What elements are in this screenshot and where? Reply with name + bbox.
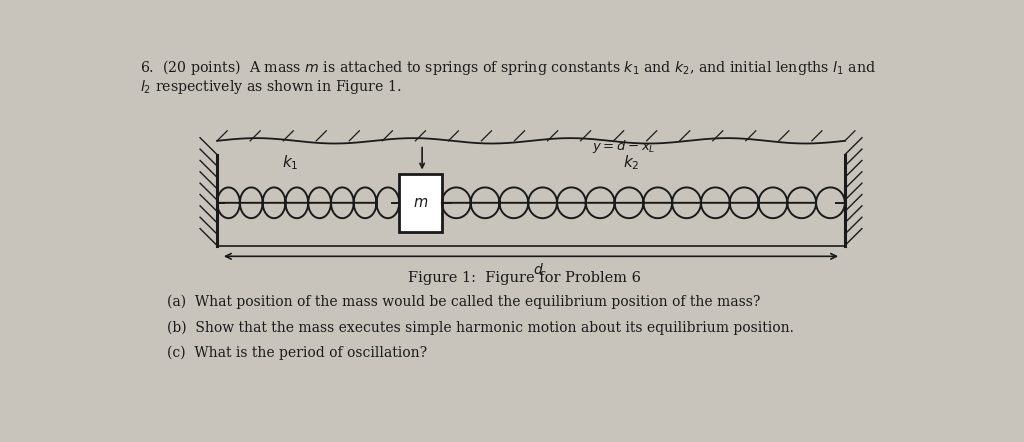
- Text: $y = d - x_L$: $y = d - x_L$: [592, 138, 655, 156]
- Bar: [399, 174, 442, 232]
- Text: $m$: $m$: [413, 196, 428, 210]
- Text: Figure 1:  Figure for Problem 6: Figure 1: Figure for Problem 6: [409, 271, 641, 285]
- Text: $l_2$ respectively as shown in Figure 1.: $l_2$ respectively as shown in Figure 1.: [139, 78, 401, 95]
- Text: (a)  What position of the mass would be called the equilibrium position of the m: (a) What position of the mass would be c…: [167, 295, 760, 309]
- Text: 6.  (20 points)  A mass $m$ is attached to springs of spring constants $k_1$ and: 6. (20 points) A mass $m$ is attached to…: [139, 58, 876, 77]
- Text: (c)  What is the period of oscillation?: (c) What is the period of oscillation?: [167, 346, 427, 360]
- Text: $k_2$: $k_2$: [624, 153, 640, 172]
- Text: (b)  Show that the mass executes simple harmonic motion about its equilibrium po: (b) Show that the mass executes simple h…: [167, 320, 794, 335]
- Text: $k_1$: $k_1$: [283, 153, 299, 172]
- Text: $d$: $d$: [534, 263, 544, 278]
